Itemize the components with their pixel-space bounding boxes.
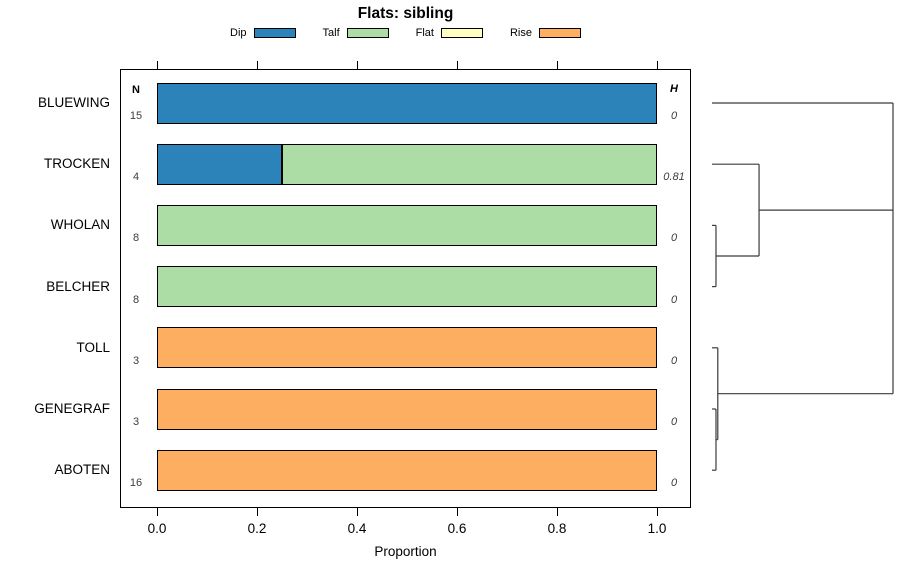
x-tick-label: 0.2 <box>247 521 267 536</box>
n-value: 8 <box>132 232 140 245</box>
x-axis-tick-bottom <box>657 508 658 516</box>
y-axis-label: TOLL <box>76 339 110 355</box>
n-value: 4 <box>132 171 140 184</box>
x-axis-tick-bottom <box>157 508 158 516</box>
bar-segment-rise <box>157 388 657 430</box>
x-axis-tick-top <box>257 61 258 69</box>
x-tick-label: 0.8 <box>547 521 567 536</box>
legend-entry: Flat <box>416 27 483 39</box>
y-axis-label: WHOLAN <box>50 217 110 233</box>
h-value: 0 <box>670 110 678 122</box>
y-axis-label: GENEGRAF <box>34 401 110 416</box>
n-value: 15 <box>129 110 143 122</box>
x-tick-label: 0.4 <box>347 521 367 536</box>
y-axis-label: TROCKEN <box>43 156 110 172</box>
chart-title: Flats: sibling <box>357 5 454 22</box>
h-value: 0 <box>670 232 678 245</box>
legend-label: Flat <box>415 26 434 39</box>
x-axis-tick-top <box>457 61 458 69</box>
legend-swatch <box>253 27 296 38</box>
bar-segment-rise <box>157 449 657 491</box>
legend-swatch <box>539 27 581 38</box>
n-value: 8 <box>132 293 140 306</box>
legend-swatch <box>346 27 389 38</box>
bar-segment-rise <box>157 327 657 369</box>
h-value: 0.81 <box>663 171 685 184</box>
h-value: 0 <box>670 293 678 306</box>
chart-legend: Dip Talf Flat Rise <box>120 25 691 40</box>
legend-entry: Dip <box>230 27 296 39</box>
x-axis-tick-top <box>357 61 358 69</box>
legend-entry: Rise <box>510 27 581 39</box>
x-axis-tick-top <box>557 61 558 69</box>
h-value: 0 <box>670 477 678 490</box>
bar-segment-talf <box>157 266 657 308</box>
x-axis-tick-bottom <box>457 508 458 516</box>
n-value: 16 <box>129 477 143 490</box>
x-tick-label: 1.0 <box>647 521 667 536</box>
x-tick-label: 0.6 <box>447 521 467 536</box>
y-axis-label: BELCHER <box>46 278 110 294</box>
x-axis-tick-bottom <box>357 508 358 516</box>
x-axis-title: Proportion <box>374 544 437 559</box>
x-axis-tick-bottom <box>257 508 258 516</box>
n-column-header: N <box>132 84 140 96</box>
n-value: 3 <box>132 354 140 367</box>
bar-segment-dip <box>157 82 657 124</box>
legend-swatch <box>440 27 483 38</box>
legend-label: Rise <box>509 26 532 39</box>
x-axis-tick-bottom <box>557 508 558 516</box>
bar-segment-talf <box>157 204 657 246</box>
h-column-header: H <box>670 83 678 95</box>
bar-segment-dip <box>157 143 282 185</box>
x-axis-tick-top <box>157 61 158 69</box>
x-tick-label: 0.0 <box>147 521 167 536</box>
legend-entry: Talf <box>323 27 389 39</box>
x-axis-tick-top <box>657 61 658 69</box>
legend-label: Talf <box>322 26 340 39</box>
y-axis-label: ABOTEN <box>54 462 110 478</box>
h-value: 0 <box>670 354 678 367</box>
legend-label: Dip <box>230 26 247 39</box>
bar-segment-talf <box>282 143 657 185</box>
n-value: 3 <box>132 416 140 428</box>
h-value: 0 <box>670 416 678 428</box>
y-axis-label: BLUEWING <box>37 95 110 110</box>
